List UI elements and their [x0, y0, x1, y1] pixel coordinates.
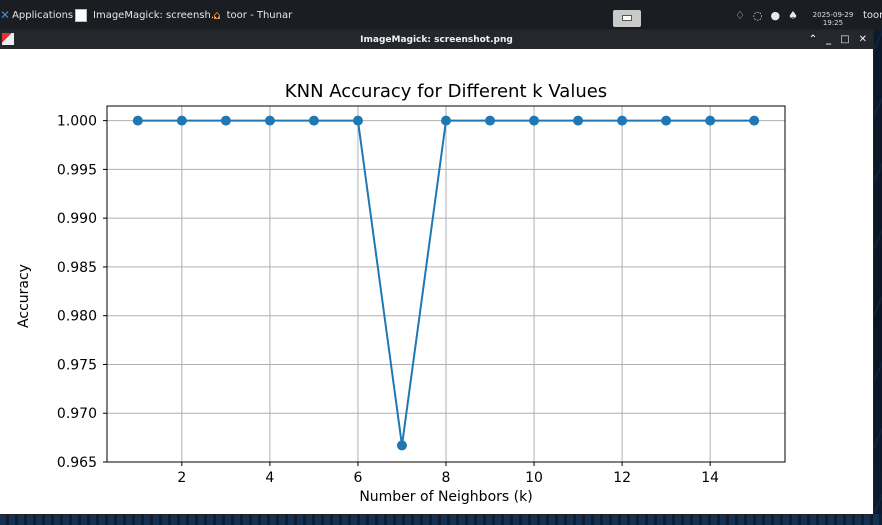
- x-tick-label: 14: [701, 470, 719, 486]
- data-point: [485, 115, 496, 126]
- x-tick-label: 10: [525, 470, 543, 486]
- window-title: ImageMagick: screenshot.png: [360, 34, 513, 45]
- system-tray: ♢ ◌ ● ♠: [735, 0, 798, 30]
- x-tick-label: 12: [613, 470, 631, 486]
- y-axis-ticks: 0.965 0.970 0.975 0.980 0.985 0.990 0.995 1.000: [57, 114, 107, 471]
- data-point: [441, 115, 451, 126]
- y-tick-label: 0.965: [57, 455, 97, 471]
- data-point: [573, 115, 584, 126]
- imagemagick-window: ImageMagick: screenshot.png ⌃ _ □ ✕ 0.96…: [0, 30, 873, 514]
- taskbar-item-label: toor - Thunar: [226, 9, 293, 21]
- clock[interactable]: 2025-09-29 19:25: [810, 11, 856, 27]
- grid-lines: [107, 106, 785, 463]
- knn-accuracy-chart: 0.965 0.970 0.975 0.980 0.985 0.990 0.995 1.000…: [16, 81, 786, 505]
- data-point: [661, 115, 672, 126]
- plot-frame: [106, 105, 786, 463]
- y-axis-label: Accuracy: [16, 264, 32, 328]
- applications-label: Applications: [12, 9, 74, 21]
- document-icon: [75, 8, 87, 22]
- y-tick-label: 0.990: [57, 211, 97, 227]
- window-controls: ⌃ _ □ ✕: [809, 30, 867, 49]
- x-tick-label: 8: [442, 470, 451, 486]
- network-icon[interactable]: ♢: [735, 8, 745, 22]
- x-axis-ticks: 2 4 6 8 10 12 14: [177, 462, 719, 486]
- y-tick-label: 0.975: [57, 357, 97, 373]
- x-tick-label: 2: [177, 470, 186, 486]
- desktop-bottom-strip: [0, 514, 882, 525]
- chart-title: KNN Accuracy for Different k Values: [285, 81, 607, 102]
- home-folder-icon: ⌂: [213, 8, 221, 22]
- data-point: [220, 115, 231, 126]
- data-point: [529, 115, 540, 126]
- data-point: [352, 115, 363, 126]
- x-tick-label: 6: [353, 470, 362, 486]
- data-point: [705, 115, 716, 126]
- mute-icon[interactable]: ◌: [752, 8, 763, 22]
- workspace-switcher[interactable]: [613, 10, 641, 27]
- data-point: [749, 115, 760, 126]
- y-tick-label: 0.970: [57, 406, 97, 422]
- user-label: toor: [863, 9, 882, 21]
- y-tick-label: 1.000: [57, 114, 97, 130]
- data-point: [176, 115, 187, 126]
- notifications-icon[interactable]: ♠: [788, 8, 798, 22]
- y-tick-label: 0.995: [57, 162, 97, 178]
- chevron-up-icon[interactable]: ⌃: [808, 34, 818, 45]
- taskbar-item-label: ImageMagick: screensh...: [93, 9, 221, 21]
- applications-menu[interactable]: ✕ Applications: [0, 0, 73, 30]
- imagemagick-app-icon: [2, 33, 14, 45]
- taskbar-item-imagemagick[interactable]: ImageMagick: screensh...: [75, 0, 220, 30]
- taskbar-item-thunar[interactable]: ⌂ toor - Thunar: [213, 0, 292, 30]
- top-panel: ✕ Applications ImageMagick: screensh... …: [0, 0, 882, 30]
- user-menu[interactable]: toor: [863, 0, 882, 30]
- x-tick-label: 4: [265, 470, 274, 486]
- clock-date: 2025-09-29: [812, 11, 854, 19]
- data-point: [132, 115, 143, 126]
- y-tick-label: 0.980: [57, 309, 97, 325]
- series-accuracy: [132, 115, 760, 451]
- updates-icon[interactable]: ●: [770, 8, 781, 22]
- minimize-icon[interactable]: _: [826, 34, 832, 45]
- maximize-icon[interactable]: □: [840, 34, 850, 45]
- data-point: [396, 440, 407, 451]
- data-point: [264, 115, 275, 126]
- data-point: [617, 115, 628, 126]
- xfce-logo-icon: ✕: [0, 8, 11, 22]
- close-icon[interactable]: ✕: [858, 34, 867, 45]
- image-viewport[interactable]: 0.965 0.970 0.975 0.980 0.985 0.990 0.995 1.000…: [0, 49, 873, 514]
- clock-time: 19:25: [822, 19, 844, 27]
- data-point: [308, 115, 319, 126]
- window-titlebar[interactable]: ImageMagick: screenshot.png ⌃ _ □ ✕: [0, 30, 873, 49]
- x-axis-label: Number of Neighbors (k): [359, 489, 532, 505]
- y-tick-label: 0.985: [57, 260, 97, 276]
